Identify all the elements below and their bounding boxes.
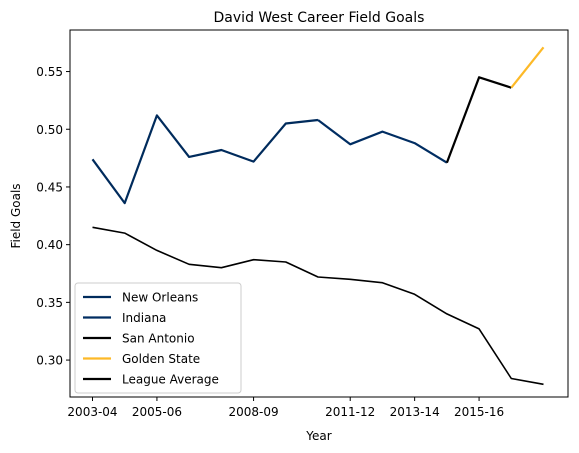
x-tick-label: 2008-09 (229, 405, 279, 419)
plot-frame (69, 29, 569, 398)
legend-entry: Indiana (122, 311, 166, 325)
y-tick-label: 0.55 (36, 65, 63, 79)
y-tick-label: 0.35 (36, 296, 63, 310)
series-line-golden-state (510, 46, 545, 89)
legend-entry: Golden State (122, 352, 200, 366)
y-tick-label: 0.30 (36, 354, 63, 368)
legend-entry: San Antonio (122, 332, 195, 346)
legend: New Orleans Indiana San Antonio Golden Stat… (74, 282, 242, 394)
x-axis-label: Year (305, 429, 331, 443)
x-tick-label: 2015-16 (454, 405, 504, 419)
series-line-league-average (92, 226, 544, 386)
axis-ticks: 0.30 0.35 0.40 0.45 0.50 0.55 2003-04 2005-06 20… (36, 65, 504, 419)
series-line-new-orleans (91, 114, 319, 205)
legend-entry: New Orleans (122, 291, 198, 305)
y-tick-label: 0.45 (36, 180, 63, 194)
y-tick-label: 0.40 (36, 238, 63, 252)
chart-title: David West Career Field Goals (214, 10, 425, 26)
x-tick-label: 2013-14 (390, 405, 440, 419)
series-line-indiana (317, 119, 448, 164)
x-tick-label: 2011-12 (325, 405, 375, 419)
series-line-san-antonio (445, 76, 512, 164)
y-tick-label: 0.50 (36, 123, 63, 137)
series-lines (91, 46, 545, 386)
legend-box (74, 282, 242, 394)
y-axis-label: Field Goals (9, 183, 23, 248)
x-tick-label: 2003-04 (67, 405, 117, 419)
x-tick-label: 2005-06 (132, 405, 182, 419)
legend-entry: League Average (122, 373, 219, 387)
